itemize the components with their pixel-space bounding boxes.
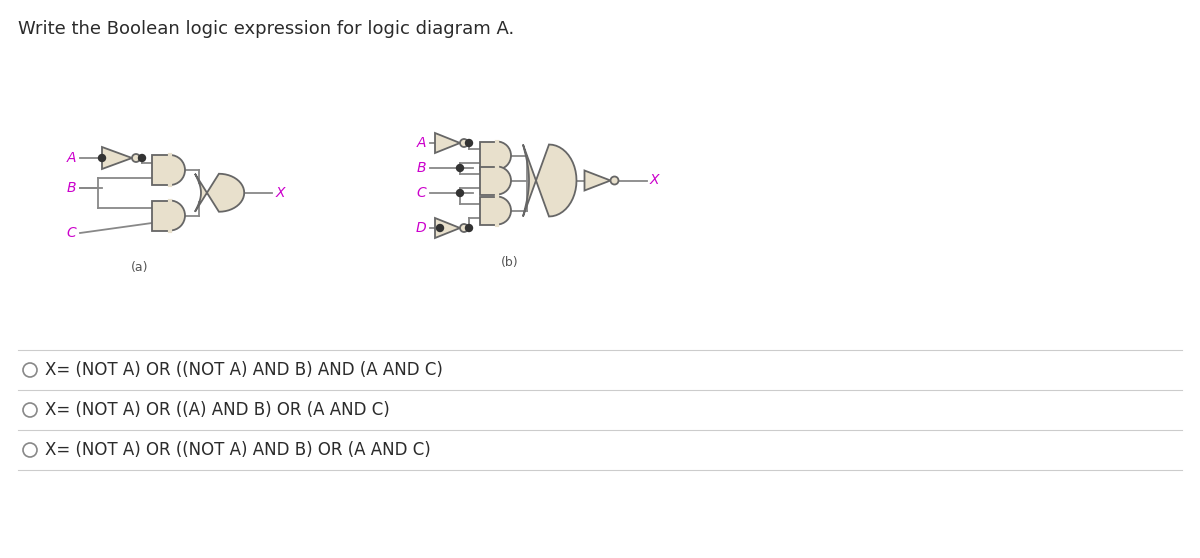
Circle shape — [23, 443, 37, 457]
Circle shape — [23, 403, 37, 417]
Text: Write the Boolean logic expression for logic diagram A.: Write the Boolean logic expression for l… — [18, 20, 515, 38]
Circle shape — [460, 224, 468, 232]
Text: A: A — [66, 151, 76, 165]
Circle shape — [138, 155, 145, 161]
Polygon shape — [480, 196, 497, 224]
Polygon shape — [523, 145, 576, 217]
Text: D: D — [415, 221, 426, 235]
Text: C: C — [416, 186, 426, 200]
Wedge shape — [497, 196, 511, 224]
Circle shape — [466, 224, 473, 232]
Circle shape — [132, 154, 140, 162]
Polygon shape — [152, 155, 170, 185]
Text: X= (NOT A) OR ((NOT A) AND B) AND (A AND C): X= (NOT A) OR ((NOT A) AND B) AND (A AND… — [46, 361, 443, 379]
Polygon shape — [194, 174, 245, 211]
Circle shape — [98, 155, 106, 161]
Circle shape — [460, 139, 468, 147]
Wedge shape — [170, 200, 185, 230]
Text: (a): (a) — [131, 261, 149, 274]
Circle shape — [456, 190, 463, 196]
Text: C: C — [66, 226, 76, 240]
Text: (b): (b) — [502, 256, 518, 269]
Polygon shape — [480, 166, 497, 195]
Polygon shape — [436, 133, 460, 153]
Wedge shape — [497, 142, 511, 170]
Circle shape — [466, 140, 473, 147]
Text: B: B — [66, 181, 76, 195]
Wedge shape — [497, 166, 511, 195]
Circle shape — [437, 224, 444, 232]
Text: X= (NOT A) OR ((NOT A) AND B) OR (A AND C): X= (NOT A) OR ((NOT A) AND B) OR (A AND … — [46, 441, 431, 459]
Polygon shape — [480, 142, 497, 170]
Polygon shape — [152, 200, 170, 230]
Circle shape — [611, 176, 618, 185]
Text: X: X — [275, 186, 284, 200]
Text: X= (NOT A) OR ((A) AND B) OR (A AND C): X= (NOT A) OR ((A) AND B) OR (A AND C) — [46, 401, 390, 419]
Circle shape — [23, 363, 37, 377]
Polygon shape — [584, 171, 611, 190]
Polygon shape — [436, 218, 460, 238]
Wedge shape — [170, 155, 185, 185]
Polygon shape — [102, 147, 132, 169]
Text: A: A — [416, 136, 426, 150]
Text: X: X — [649, 174, 659, 187]
Text: B: B — [416, 161, 426, 175]
Circle shape — [456, 165, 463, 171]
